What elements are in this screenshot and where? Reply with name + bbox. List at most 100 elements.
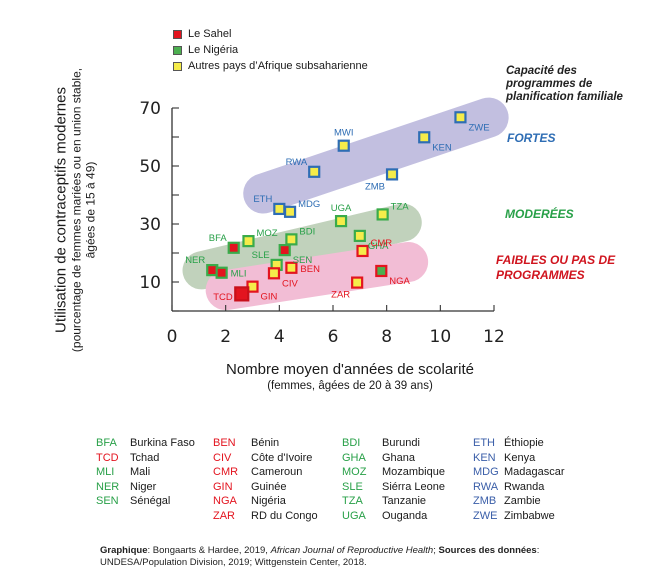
capacity-title: Capacité des programmes de planification… [506,65,623,104]
band-label-strong: FORTES [507,131,556,145]
point-rwa [308,165,321,178]
y-axis-title-sub: âgées de 15 à 49) [83,161,98,259]
y-tick-label: 70 [139,99,161,119]
key-name: Niger [130,480,157,493]
point-label-civ: CIV [282,278,299,289]
country-key-col-4: ETH Éthiopie KEN Kenya MDG Madagascar RWA Rw… [473,436,565,524]
key-row: UGA Ouganda [342,509,445,524]
key-code: SLE [342,480,363,493]
point-label-gin: GIN [261,292,278,303]
point-mdg [283,205,297,218]
x-tick-label: 12 [483,327,505,347]
capacity-title-line: planification familiale [506,91,623,103]
key-row: TCD Tchad [96,451,195,466]
key-name: Zambie [504,495,541,508]
point-label-tza: TZA [391,201,410,212]
point-label-tcd: TCD [213,292,233,303]
point-zwe [454,111,467,124]
point-label-zar: ZAR [331,290,350,301]
point-moz [242,235,255,248]
key-code: SEN [96,495,119,508]
key-row: MOZ Mozambique [342,465,445,480]
key-row: BDI Burundi [342,436,445,451]
key-code: ETH [473,437,495,449]
y-axis-title-main: Utilisation de contraceptifs modernes [52,87,70,333]
point-bfa [227,241,240,254]
point-label-bfa: BFA [209,233,228,244]
key-row: MDG Madagascar [473,465,565,480]
band-label-weak: FAIBLES OU PAS DE PROGRAMMES [496,253,615,283]
key-name: Madagascar [504,466,565,479]
point-ken [418,131,431,144]
legend-label: Le Sahel [188,28,232,40]
key-row: RWA Rwanda [473,480,565,495]
key-row: ZAR RD du Congo [213,509,318,524]
point-labels: ZWE KEN MWI RWA ZMB ETH MDG UGA TZA GHA MOZ BDI BFA S… [185,122,489,303]
x-tick-label: 4 [274,327,285,347]
key-code: GHA [342,451,366,464]
key-name: Zimbabwe [504,509,555,522]
key-row: KEN Kenya [473,451,565,466]
country-key-col-3: BDI Burundi GHA Ghana MOZ Mozambique SLE Sié… [342,436,445,524]
key-name: RD du Congo [251,509,318,522]
band-label-line: FAIBLES OU PAS DE [496,253,616,267]
point-bdi [285,233,298,246]
key-name: Kenya [504,451,536,464]
key-code: BDI [342,437,361,449]
key-code: MDG [473,466,499,479]
key-name: Mali [130,466,151,479]
point-label-ben: BEN [300,264,320,275]
x-axis-title: Nombre moyen d'années de scolarité [226,361,474,378]
key-name: Guinée [251,480,287,493]
point-nga [375,264,388,278]
y-axis-title-sub: (pourcentage de femmes mariées ou en uni… [69,67,84,353]
legend-item-other: Autres pays d’Afrique subsaharienne [173,58,368,74]
point-eth [273,202,286,216]
x-tick-label: 6 [328,327,339,347]
legend-item-sahel: Le Sahel [173,26,368,42]
key-code: ZWE [473,509,498,522]
source-graph-text: : Bongaarts & Hardee, 2019, [147,545,271,556]
key-row: CMR Cameroun [213,465,318,480]
key-code: NER [96,480,120,493]
point-label-sen: SEN [293,255,313,266]
source-graph-label: Graphique [100,545,148,556]
point-mwi [337,139,350,152]
key-name: Nigéria [251,495,286,508]
point-civ [267,267,281,280]
key-name: Éthiopie [504,437,544,449]
point-uga [334,215,348,228]
point-label-zwe: ZWE [468,122,489,133]
key-code: BFA [96,437,117,449]
point-cmr [356,244,369,258]
key-name: Ouganda [382,509,428,522]
key-row: ETH Éthiopie [473,436,565,451]
key-row: ZMB Zambie [473,494,565,509]
key-name: Tanzanie [382,495,427,508]
legend-label: Autres pays d’Afrique subsaharienne [188,60,368,72]
point-mli [215,266,228,279]
legend: Le Sahel Le Nigéria Autres pays d’Afriqu… [173,26,368,74]
key-name: Sénégal [130,495,171,508]
key-code: KEN [473,451,496,464]
point-label-eth: ETH [253,194,272,205]
point-label-ner: NER [185,255,205,266]
source-data-label: Sources des données [438,545,537,556]
x-axis-subtitle: (femmes, âgées de 20 à 39 ans) [267,380,433,392]
band-fortes [243,97,509,214]
axes: 0 2 4 6 8 10 12 70 50 30 10 [139,99,504,347]
band-label-line: PROGRAMMES [496,268,585,282]
key-code: CIV [213,451,232,464]
key-name: Siérra Leone [382,480,445,493]
legend-swatch-nigeria [173,45,182,55]
point-tcd [234,286,250,302]
x-tick-label: 0 [167,327,178,347]
key-name: Burundi [382,437,420,449]
y-tick-label: 50 [139,157,161,177]
key-name: Mozambique [382,466,445,479]
x-tick-label: 8 [381,327,392,347]
source-note: Graphique: Bongaarts & Hardee, 2019, Afr… [100,545,580,569]
key-row: ZWE Zimbabwe [473,509,565,524]
capacity-title-line: Capacité des [506,65,577,77]
key-row: SLE Siérra Leone [342,480,445,495]
